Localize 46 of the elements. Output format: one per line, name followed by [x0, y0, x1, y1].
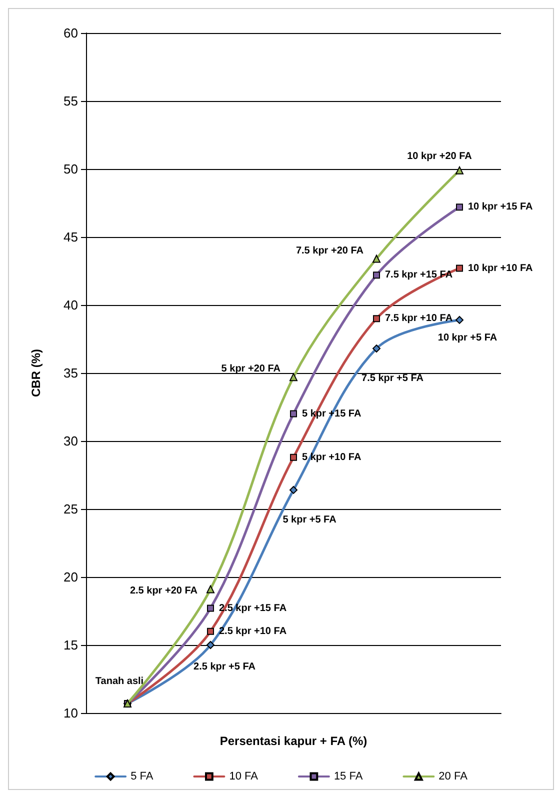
point — [290, 410, 297, 418]
point — [290, 486, 298, 494]
y-axis-title: CBR (%) — [29, 349, 43, 397]
annotation: 7.5 kpr +20 FA — [296, 245, 364, 256]
annotation: 10 kpr +20 FA — [407, 150, 472, 162]
annotation: 10 kpr +15 FA — [468, 202, 533, 213]
annotation: 5 kpr +5 FA — [282, 514, 336, 526]
annotation: 5 kpr +10 FA — [302, 452, 362, 463]
legend-label: 10 FA — [229, 770, 259, 782]
point — [373, 315, 380, 322]
annotation: 5 kpr +20 FA — [221, 364, 280, 375]
y-tick-label: 50 — [64, 162, 78, 176]
point — [207, 604, 214, 612]
point — [373, 272, 380, 279]
annotation: 2.5 kpr +20 FA — [130, 586, 198, 597]
y-tick-label: 60 — [64, 26, 78, 40]
legend-label: 20 FA — [438, 770, 468, 782]
y-tick-label: 55 — [64, 94, 78, 108]
legend-label: 15 FA — [334, 770, 364, 782]
y-tick-label: 40 — [64, 298, 78, 312]
point — [206, 585, 214, 594]
point — [456, 166, 464, 174]
annotation: 7.5 kpr +5 FA — [362, 373, 424, 384]
point — [372, 344, 380, 353]
y-tick-label: 20 — [64, 570, 78, 584]
annotation: Tanah asli — [95, 676, 144, 687]
point — [290, 373, 298, 382]
annotation: 10 kpr +5 FA — [438, 332, 498, 344]
point — [456, 316, 464, 324]
annotation: 10 kpr +10 FA — [468, 262, 533, 274]
point — [207, 628, 214, 635]
y-tick-label: 30 — [64, 434, 78, 448]
x-axis-title: Persentasi kapur + FA (%) — [220, 734, 368, 748]
annotation: 2.5 kpr +5 FA — [194, 662, 256, 672]
point — [290, 454, 297, 461]
y-tick-label: 10 — [64, 706, 78, 720]
y-tick-label: 15 — [64, 638, 78, 652]
point — [456, 264, 463, 272]
y-tick-label: 45 — [64, 230, 78, 244]
y-tick-label: 35 — [64, 366, 78, 380]
annotation: 7.5 kpr +10 FA — [385, 313, 453, 324]
point — [456, 204, 463, 211]
legend-label: 5 FA — [130, 770, 154, 782]
point — [206, 641, 214, 649]
point — [372, 254, 380, 263]
y-tick-label: 25 — [64, 502, 78, 516]
